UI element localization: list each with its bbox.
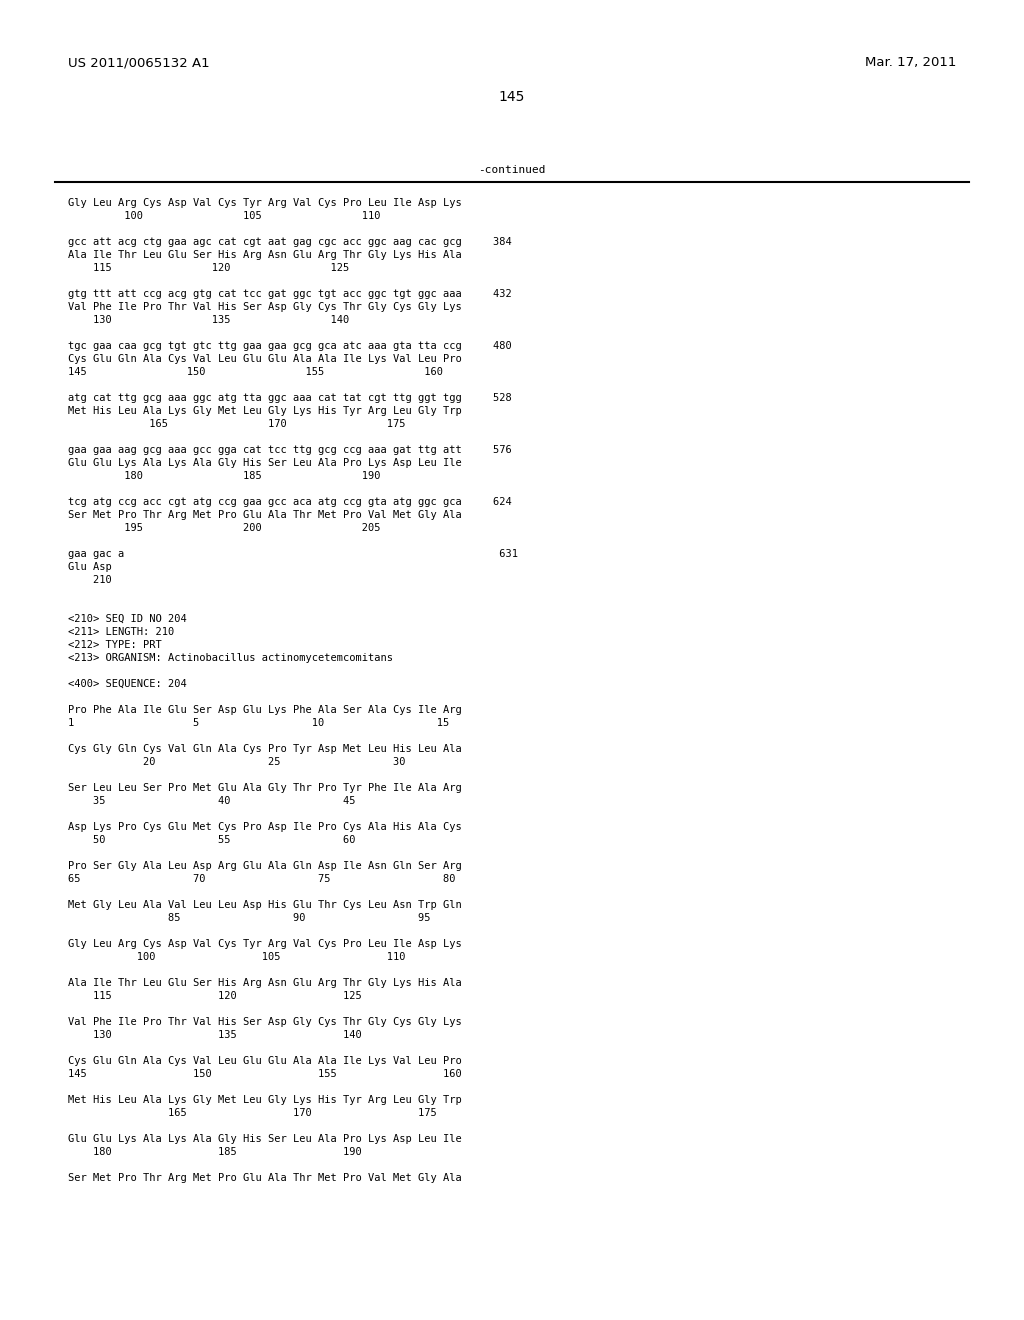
Text: 115                 120                 125: 115 120 125 [68, 991, 361, 1001]
Text: Ala Ile Thr Leu Glu Ser His Arg Asn Glu Arg Thr Gly Lys His Ala: Ala Ile Thr Leu Glu Ser His Arg Asn Glu … [68, 978, 462, 987]
Text: 210: 210 [68, 576, 112, 585]
Text: tgc gaa caa gcg tgt gtc ttg gaa gaa gcg gca atc aaa gta tta ccg     480: tgc gaa caa gcg tgt gtc ttg gaa gaa gcg … [68, 341, 512, 351]
Text: 145: 145 [499, 90, 525, 104]
Text: Cys Gly Gln Cys Val Gln Ala Cys Pro Tyr Asp Met Leu His Leu Ala: Cys Gly Gln Cys Val Gln Ala Cys Pro Tyr … [68, 744, 462, 754]
Text: 180                185                190: 180 185 190 [68, 471, 381, 480]
Text: -continued: -continued [478, 165, 546, 176]
Text: Mar. 17, 2011: Mar. 17, 2011 [864, 55, 956, 69]
Text: 115                120                125: 115 120 125 [68, 263, 349, 273]
Text: 130                 135                 140: 130 135 140 [68, 1030, 361, 1040]
Text: Gly Leu Arg Cys Asp Val Cys Tyr Arg Val Cys Pro Leu Ile Asp Lys: Gly Leu Arg Cys Asp Val Cys Tyr Arg Val … [68, 198, 462, 209]
Text: 100                105                110: 100 105 110 [68, 211, 381, 220]
Text: Cys Glu Gln Ala Cys Val Leu Glu Glu Ala Ala Ile Lys Val Leu Pro: Cys Glu Gln Ala Cys Val Leu Glu Glu Ala … [68, 354, 462, 364]
Text: gaa gaa aag gcg aaa gcc gga cat tcc ttg gcg ccg aaa gat ttg att     576: gaa gaa aag gcg aaa gcc gga cat tcc ttg … [68, 445, 512, 455]
Text: 20                  25                  30: 20 25 30 [68, 756, 406, 767]
Text: gtg ttt att ccg acg gtg cat tcc gat ggc tgt acc ggc tgt ggc aaa     432: gtg ttt att ccg acg gtg cat tcc gat ggc … [68, 289, 512, 300]
Text: Glu Glu Lys Ala Lys Ala Gly His Ser Leu Ala Pro Lys Asp Leu Ile: Glu Glu Lys Ala Lys Ala Gly His Ser Leu … [68, 1134, 462, 1144]
Text: <400> SEQUENCE: 204: <400> SEQUENCE: 204 [68, 678, 186, 689]
Text: 130                135                140: 130 135 140 [68, 315, 349, 325]
Text: Glu Glu Lys Ala Lys Ala Gly His Ser Leu Ala Pro Lys Asp Leu Ile: Glu Glu Lys Ala Lys Ala Gly His Ser Leu … [68, 458, 462, 469]
Text: Met Gly Leu Ala Val Leu Leu Asp His Glu Thr Cys Leu Asn Trp Gln: Met Gly Leu Ala Val Leu Leu Asp His Glu … [68, 900, 462, 909]
Text: 165                 170                 175: 165 170 175 [68, 1107, 437, 1118]
Text: gaa gac a                                                            631: gaa gac a 631 [68, 549, 518, 558]
Text: 100                 105                 110: 100 105 110 [68, 952, 406, 962]
Text: 85                  90                  95: 85 90 95 [68, 913, 430, 923]
Text: Glu Asp: Glu Asp [68, 562, 112, 572]
Text: 180                 185                 190: 180 185 190 [68, 1147, 361, 1158]
Text: Pro Phe Ala Ile Glu Ser Asp Glu Lys Phe Ala Ser Ala Cys Ile Arg: Pro Phe Ala Ile Glu Ser Asp Glu Lys Phe … [68, 705, 462, 715]
Text: <213> ORGANISM: Actinobacillus actinomycetemcomitans: <213> ORGANISM: Actinobacillus actinomyc… [68, 653, 393, 663]
Text: Ala Ile Thr Leu Glu Ser His Arg Asn Glu Arg Thr Gly Lys His Ala: Ala Ile Thr Leu Glu Ser His Arg Asn Glu … [68, 249, 462, 260]
Text: 145                 150                 155                 160: 145 150 155 160 [68, 1069, 462, 1078]
Text: Met His Leu Ala Lys Gly Met Leu Gly Lys His Tyr Arg Leu Gly Trp: Met His Leu Ala Lys Gly Met Leu Gly Lys … [68, 1096, 462, 1105]
Text: 145                150                155                160: 145 150 155 160 [68, 367, 443, 378]
Text: atg cat ttg gcg aaa ggc atg tta ggc aaa cat tat cgt ttg ggt tgg     528: atg cat ttg gcg aaa ggc atg tta ggc aaa … [68, 393, 512, 403]
Text: 1                   5                  10                  15: 1 5 10 15 [68, 718, 450, 729]
Text: Val Phe Ile Pro Thr Val His Ser Asp Gly Cys Thr Gly Cys Gly Lys: Val Phe Ile Pro Thr Val His Ser Asp Gly … [68, 1016, 462, 1027]
Text: 195                200                205: 195 200 205 [68, 523, 381, 533]
Text: Gly Leu Arg Cys Asp Val Cys Tyr Arg Val Cys Pro Leu Ile Asp Lys: Gly Leu Arg Cys Asp Val Cys Tyr Arg Val … [68, 939, 462, 949]
Text: Ser Leu Leu Ser Pro Met Glu Ala Gly Thr Pro Tyr Phe Ile Ala Arg: Ser Leu Leu Ser Pro Met Glu Ala Gly Thr … [68, 783, 462, 793]
Text: Cys Glu Gln Ala Cys Val Leu Glu Glu Ala Ala Ile Lys Val Leu Pro: Cys Glu Gln Ala Cys Val Leu Glu Glu Ala … [68, 1056, 462, 1067]
Text: 35                  40                  45: 35 40 45 [68, 796, 355, 807]
Text: Met His Leu Ala Lys Gly Met Leu Gly Lys His Tyr Arg Leu Gly Trp: Met His Leu Ala Lys Gly Met Leu Gly Lys … [68, 407, 462, 416]
Text: <212> TYPE: PRT: <212> TYPE: PRT [68, 640, 162, 649]
Text: US 2011/0065132 A1: US 2011/0065132 A1 [68, 55, 210, 69]
Text: Asp Lys Pro Cys Glu Met Cys Pro Asp Ile Pro Cys Ala His Ala Cys: Asp Lys Pro Cys Glu Met Cys Pro Asp Ile … [68, 822, 462, 832]
Text: 50                  55                  60: 50 55 60 [68, 836, 355, 845]
Text: <211> LENGTH: 210: <211> LENGTH: 210 [68, 627, 174, 638]
Text: 165                170                175: 165 170 175 [68, 418, 406, 429]
Text: Val Phe Ile Pro Thr Val His Ser Asp Gly Cys Thr Gly Cys Gly Lys: Val Phe Ile Pro Thr Val His Ser Asp Gly … [68, 302, 462, 312]
Text: tcg atg ccg acc cgt atg ccg gaa gcc aca atg ccg gta atg ggc gca     624: tcg atg ccg acc cgt atg ccg gaa gcc aca … [68, 498, 512, 507]
Text: Pro Ser Gly Ala Leu Asp Arg Glu Ala Gln Asp Ile Asn Gln Ser Arg: Pro Ser Gly Ala Leu Asp Arg Glu Ala Gln … [68, 861, 462, 871]
Text: Ser Met Pro Thr Arg Met Pro Glu Ala Thr Met Pro Val Met Gly Ala: Ser Met Pro Thr Arg Met Pro Glu Ala Thr … [68, 1173, 462, 1183]
Text: Ser Met Pro Thr Arg Met Pro Glu Ala Thr Met Pro Val Met Gly Ala: Ser Met Pro Thr Arg Met Pro Glu Ala Thr … [68, 510, 462, 520]
Text: <210> SEQ ID NO 204: <210> SEQ ID NO 204 [68, 614, 186, 624]
Text: 65                  70                  75                  80: 65 70 75 80 [68, 874, 456, 884]
Text: gcc att acg ctg gaa agc cat cgt aat gag cgc acc ggc aag cac gcg     384: gcc att acg ctg gaa agc cat cgt aat gag … [68, 238, 512, 247]
